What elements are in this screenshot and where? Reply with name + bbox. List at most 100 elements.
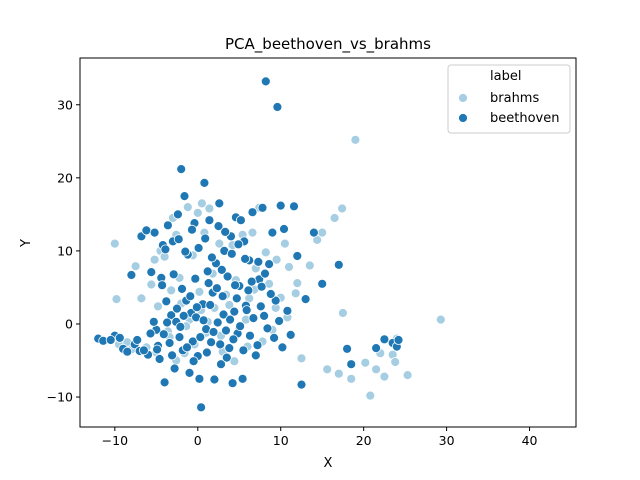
point-beethoven-26 [172,209,183,220]
point-beethoven-44 [202,266,213,277]
point-beethoven-144 [206,252,217,263]
point-beethoven-12 [149,227,160,238]
point-beethoven-74 [260,76,271,87]
point-beethoven-102 [148,316,159,327]
point-beethoven-121 [218,309,229,320]
point-beethoven-78 [272,102,283,112]
point-brahms-0 [109,238,120,249]
point-beethoven-24 [169,363,180,374]
point-brahms-45 [260,247,271,258]
point-beethoven-110 [182,342,192,353]
plot-frame [79,57,577,428]
point-brahms-50 [279,238,290,249]
point-beethoven-160 [243,285,254,296]
point-brahms-41 [247,227,258,238]
point-beethoven-135 [269,332,280,343]
point-beethoven-128 [241,305,252,316]
point-brahms-60 [337,203,348,214]
point-beethoven-9 [141,225,152,236]
point-brahms-58 [329,213,340,223]
point-brahms-5 [136,293,147,304]
point-beethoven-154 [168,269,179,280]
point-brahms-64 [360,357,371,368]
point-brahms-19 [182,202,193,213]
point-beethoven-52 [216,359,226,370]
point-beethoven-129 [245,330,255,341]
point-beethoven-145 [213,221,224,232]
point-beethoven-19 [161,296,172,307]
point-beethoven-46 [206,337,217,348]
x-tick-label: −10 [102,433,128,448]
point-beethoven-28 [176,164,187,175]
point-beethoven-83 [289,201,299,212]
point-beethoven-120 [215,339,226,350]
point-beethoven-84 [292,251,303,261]
point-beethoven-155 [177,283,187,294]
point-beethoven-153 [157,280,168,291]
x-axis-label: X [324,456,333,471]
point-brahms-61 [337,308,348,318]
point-beethoven-106 [167,350,178,361]
point-beethoven-70 [250,350,261,361]
point-brahms-73 [435,314,446,325]
point-beethoven-79 [275,200,286,211]
point-beethoven-86 [300,294,311,305]
point-brahms-25 [196,198,207,209]
point-brahms-24 [194,286,205,297]
point-beethoven-18 [159,377,170,388]
point-beethoven-119 [211,283,222,294]
point-beethoven-91 [346,359,357,370]
point-beethoven-30 [179,191,190,202]
point-beethoven-80 [279,224,289,234]
point-beethoven-147 [226,248,237,259]
point-beethoven-33 [184,367,195,378]
point-brahms-23 [192,207,203,218]
point-beethoven-152 [260,268,270,279]
point-beethoven-5 [126,270,137,280]
point-beethoven-50 [212,317,223,328]
point-beethoven-131 [252,340,263,351]
point-beethoven-127 [238,345,249,356]
point-beethoven-55 [221,325,231,336]
point-beethoven-82 [285,329,296,340]
point-beethoven-76 [267,227,278,238]
point-brahms-53 [296,353,307,364]
point-beethoven-142 [193,243,204,253]
point-beethoven-40 [196,402,207,413]
x-tick-label: 40 [522,433,538,448]
point-beethoven-151 [253,256,264,267]
point-beethoven-21 [164,338,175,348]
x-tick-label: 0 [194,433,202,448]
point-beethoven-134 [265,289,276,299]
point-beethoven-122 [221,352,232,363]
y-tick-label: −10 [47,390,73,405]
point-beethoven-113 [191,302,202,313]
point-brahms-31 [214,238,225,249]
point-beethoven-125 [231,293,242,304]
y-tick-label: 0 [65,316,73,331]
point-beethoven-133 [262,323,273,334]
point-beethoven-101 [145,328,156,339]
point-beethoven-149 [240,253,251,264]
point-beethoven-39 [194,373,205,384]
point-beethoven-116 [201,347,212,358]
point-beethoven-112 [188,356,199,367]
point-beethoven-130 [248,313,259,324]
point-beethoven-69 [247,207,258,218]
point-beethoven-88 [317,278,328,289]
point-beethoven-77 [270,295,281,306]
point-beethoven-60 [229,306,240,317]
point-beethoven-99 [132,335,143,345]
point-beethoven-4 [122,346,133,357]
point-brahms-66 [371,364,382,375]
point-brahms-9 [153,301,163,312]
point-beethoven-143 [200,233,211,244]
legend-marker-brahms [458,93,468,103]
point-beethoven-57 [224,343,235,354]
point-beethoven-132 [255,301,266,312]
point-beethoven-51 [214,198,225,209]
point-beethoven-64 [235,215,246,226]
point-beethoven-126 [235,321,246,332]
legend-label-beethoven: beethoven [490,111,559,126]
